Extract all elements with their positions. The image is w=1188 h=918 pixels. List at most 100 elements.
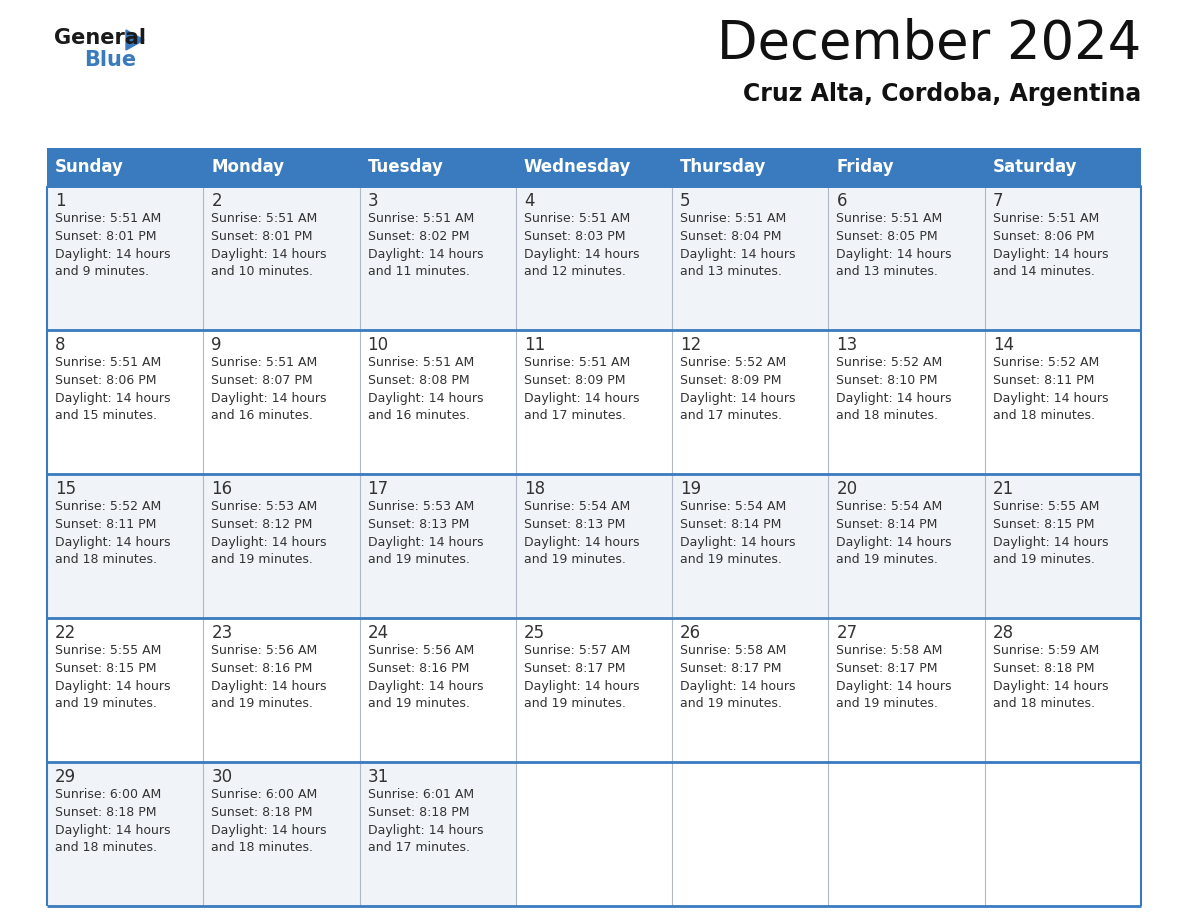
Text: and 16 minutes.: and 16 minutes. bbox=[367, 409, 469, 422]
Text: Sunrise: 5:57 AM: Sunrise: 5:57 AM bbox=[524, 644, 630, 657]
Text: Daylight: 14 hours: Daylight: 14 hours bbox=[993, 536, 1108, 549]
Text: Daylight: 14 hours: Daylight: 14 hours bbox=[55, 536, 171, 549]
Text: Daylight: 14 hours: Daylight: 14 hours bbox=[681, 248, 796, 261]
Bar bbox=[516, 148, 672, 186]
Text: Sunrise: 5:51 AM: Sunrise: 5:51 AM bbox=[993, 212, 1099, 225]
Text: Sunrise: 5:56 AM: Sunrise: 5:56 AM bbox=[367, 644, 474, 657]
Bar bbox=[672, 618, 828, 762]
Text: and 12 minutes.: and 12 minutes. bbox=[524, 265, 626, 278]
Text: Sunrise: 5:54 AM: Sunrise: 5:54 AM bbox=[836, 500, 943, 513]
Bar bbox=[985, 330, 1140, 474]
Text: Sunrise: 6:01 AM: Sunrise: 6:01 AM bbox=[367, 788, 474, 801]
Text: Sunset: 8:18 PM: Sunset: 8:18 PM bbox=[367, 806, 469, 819]
Bar bbox=[672, 186, 828, 330]
Text: and 19 minutes.: and 19 minutes. bbox=[367, 553, 469, 566]
Text: 28: 28 bbox=[993, 624, 1013, 642]
Bar bbox=[516, 186, 672, 330]
Text: and 19 minutes.: and 19 minutes. bbox=[524, 553, 626, 566]
Text: Daylight: 14 hours: Daylight: 14 hours bbox=[524, 392, 639, 405]
Bar bbox=[985, 186, 1140, 330]
Bar bbox=[360, 186, 516, 330]
Bar bbox=[203, 762, 360, 906]
Text: Sunset: 8:01 PM: Sunset: 8:01 PM bbox=[55, 230, 157, 243]
Text: Sunset: 8:17 PM: Sunset: 8:17 PM bbox=[836, 662, 939, 675]
Text: 3: 3 bbox=[367, 192, 378, 210]
Bar bbox=[48, 148, 203, 186]
Text: and 18 minutes.: and 18 minutes. bbox=[993, 697, 1094, 710]
Text: and 9 minutes.: and 9 minutes. bbox=[55, 265, 148, 278]
Text: Sunset: 8:18 PM: Sunset: 8:18 PM bbox=[211, 806, 312, 819]
Bar bbox=[203, 474, 360, 618]
Text: 7: 7 bbox=[993, 192, 1003, 210]
Text: and 19 minutes.: and 19 minutes. bbox=[681, 697, 782, 710]
Text: 11: 11 bbox=[524, 336, 545, 354]
Text: and 18 minutes.: and 18 minutes. bbox=[55, 841, 157, 854]
Bar bbox=[360, 618, 516, 762]
Text: Sunrise: 5:52 AM: Sunrise: 5:52 AM bbox=[836, 356, 943, 369]
Text: and 17 minutes.: and 17 minutes. bbox=[524, 409, 626, 422]
Text: Daylight: 14 hours: Daylight: 14 hours bbox=[211, 680, 327, 693]
Text: and 19 minutes.: and 19 minutes. bbox=[681, 553, 782, 566]
Text: and 18 minutes.: and 18 minutes. bbox=[836, 409, 939, 422]
Text: 30: 30 bbox=[211, 768, 233, 786]
Text: Daylight: 14 hours: Daylight: 14 hours bbox=[55, 680, 171, 693]
Text: and 19 minutes.: and 19 minutes. bbox=[993, 553, 1094, 566]
Text: Daylight: 14 hours: Daylight: 14 hours bbox=[524, 536, 639, 549]
Bar bbox=[48, 330, 203, 474]
Bar bbox=[828, 474, 985, 618]
Text: Sunrise: 5:51 AM: Sunrise: 5:51 AM bbox=[367, 212, 474, 225]
Text: Sunset: 8:06 PM: Sunset: 8:06 PM bbox=[55, 374, 157, 387]
Text: 8: 8 bbox=[55, 336, 65, 354]
Text: Sunset: 8:05 PM: Sunset: 8:05 PM bbox=[836, 230, 939, 243]
Text: Daylight: 14 hours: Daylight: 14 hours bbox=[211, 536, 327, 549]
Text: and 19 minutes.: and 19 minutes. bbox=[836, 553, 939, 566]
Bar bbox=[672, 330, 828, 474]
Text: Daylight: 14 hours: Daylight: 14 hours bbox=[55, 248, 171, 261]
Text: Sunrise: 5:51 AM: Sunrise: 5:51 AM bbox=[55, 356, 162, 369]
Text: 18: 18 bbox=[524, 480, 545, 498]
Text: Sunrise: 5:51 AM: Sunrise: 5:51 AM bbox=[681, 212, 786, 225]
Text: and 19 minutes.: and 19 minutes. bbox=[211, 553, 314, 566]
Polygon shape bbox=[126, 30, 144, 50]
Text: Daylight: 14 hours: Daylight: 14 hours bbox=[836, 536, 952, 549]
Text: Daylight: 14 hours: Daylight: 14 hours bbox=[993, 392, 1108, 405]
Text: Daylight: 14 hours: Daylight: 14 hours bbox=[55, 392, 171, 405]
Text: and 18 minutes.: and 18 minutes. bbox=[993, 409, 1094, 422]
Bar bbox=[828, 330, 985, 474]
Bar bbox=[360, 474, 516, 618]
Text: Daylight: 14 hours: Daylight: 14 hours bbox=[836, 392, 952, 405]
Text: and 13 minutes.: and 13 minutes. bbox=[681, 265, 782, 278]
Text: 24: 24 bbox=[367, 624, 388, 642]
Text: December 2024: December 2024 bbox=[716, 18, 1140, 70]
Text: Daylight: 14 hours: Daylight: 14 hours bbox=[211, 824, 327, 837]
Text: Sunrise: 5:53 AM: Sunrise: 5:53 AM bbox=[367, 500, 474, 513]
Bar bbox=[360, 762, 516, 906]
Text: Daylight: 14 hours: Daylight: 14 hours bbox=[993, 248, 1108, 261]
Bar bbox=[985, 618, 1140, 762]
Text: Sunrise: 5:58 AM: Sunrise: 5:58 AM bbox=[836, 644, 943, 657]
Text: 10: 10 bbox=[367, 336, 388, 354]
Text: Sunset: 8:11 PM: Sunset: 8:11 PM bbox=[55, 518, 157, 531]
Bar bbox=[516, 474, 672, 618]
Bar bbox=[48, 474, 203, 618]
Text: Daylight: 14 hours: Daylight: 14 hours bbox=[367, 392, 484, 405]
Text: and 17 minutes.: and 17 minutes. bbox=[367, 841, 469, 854]
Text: Sunset: 8:12 PM: Sunset: 8:12 PM bbox=[211, 518, 312, 531]
Text: and 19 minutes.: and 19 minutes. bbox=[524, 697, 626, 710]
Text: Daylight: 14 hours: Daylight: 14 hours bbox=[681, 536, 796, 549]
Text: 14: 14 bbox=[993, 336, 1013, 354]
Bar bbox=[48, 186, 203, 330]
Text: Sunset: 8:01 PM: Sunset: 8:01 PM bbox=[211, 230, 312, 243]
Text: Tuesday: Tuesday bbox=[367, 158, 443, 176]
Text: Sunrise: 6:00 AM: Sunrise: 6:00 AM bbox=[55, 788, 162, 801]
Bar bbox=[48, 762, 203, 906]
Text: 5: 5 bbox=[681, 192, 690, 210]
Text: Daylight: 14 hours: Daylight: 14 hours bbox=[524, 248, 639, 261]
Bar bbox=[203, 148, 360, 186]
Text: 12: 12 bbox=[681, 336, 701, 354]
Text: Daylight: 14 hours: Daylight: 14 hours bbox=[367, 248, 484, 261]
Text: Sunset: 8:17 PM: Sunset: 8:17 PM bbox=[681, 662, 782, 675]
Text: Sunrise: 5:51 AM: Sunrise: 5:51 AM bbox=[211, 212, 317, 225]
Text: Sunset: 8:16 PM: Sunset: 8:16 PM bbox=[211, 662, 312, 675]
Text: Sunrise: 5:52 AM: Sunrise: 5:52 AM bbox=[993, 356, 1099, 369]
